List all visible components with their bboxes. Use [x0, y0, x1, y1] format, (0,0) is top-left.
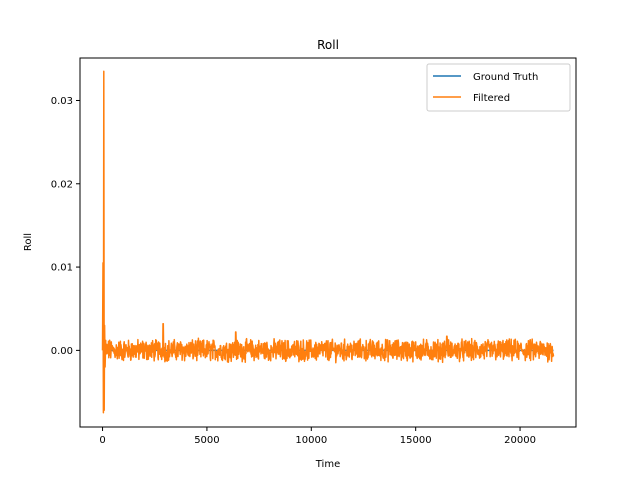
x-tick-label: 0 [99, 435, 105, 446]
legend-label-filtered: Filtered [473, 93, 510, 104]
x-tick-label: 15000 [400, 435, 432, 446]
plot-frame [79, 57, 577, 428]
x-axis-label: Time [315, 459, 340, 470]
series [101, 70, 555, 414]
series-filtered-line [101, 70, 555, 414]
y-tick-label: 0.02 [51, 179, 73, 190]
y-tick-label: 0.01 [51, 263, 73, 274]
legend-box [426, 63, 571, 112]
ticks: 0 5000 10000 15000 20000 0.00 0.01 0.02 0.03 [51, 96, 536, 446]
legend-label-ground-truth: Ground Truth [473, 72, 538, 83]
y-tick-label: 0.03 [51, 96, 73, 107]
x-tick-label: 20000 [504, 435, 536, 446]
x-tick-label: 10000 [295, 435, 327, 446]
legend: Ground Truth Filtered [426, 63, 571, 112]
x-tick-label: 5000 [194, 435, 219, 446]
y-tick-label: 0.00 [51, 346, 73, 357]
chart-title: Roll [317, 38, 339, 52]
y-axis-label: Roll [23, 233, 34, 251]
